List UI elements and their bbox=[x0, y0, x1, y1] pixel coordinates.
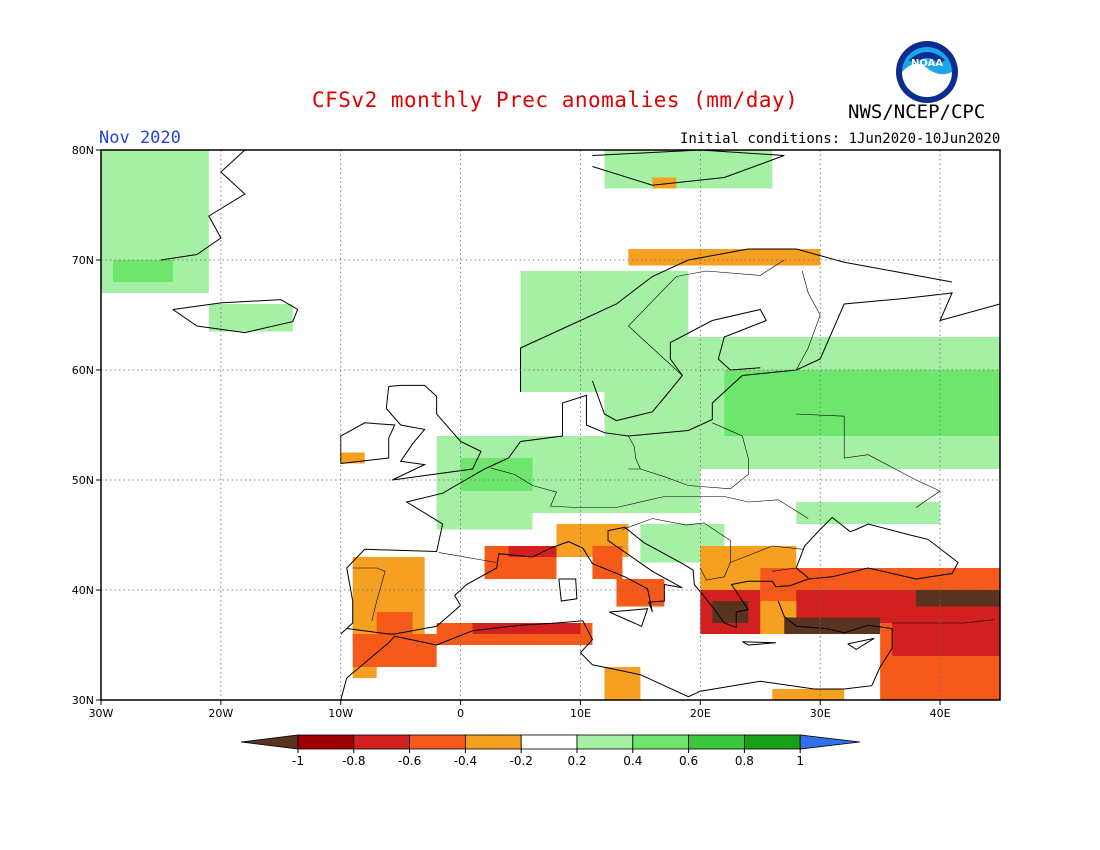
coastlines bbox=[160, 149, 1001, 701]
colorbar-swatch bbox=[353, 734, 410, 750]
lon-tick-label: 30W bbox=[89, 707, 114, 720]
anomaly-cell bbox=[436, 491, 533, 530]
colorbar-max-arrow bbox=[799, 734, 861, 750]
colorbar-label: 0.2 bbox=[567, 754, 586, 768]
country-border bbox=[730, 545, 804, 563]
noaa-logo-icon: NOAA bbox=[896, 41, 958, 103]
country-border bbox=[772, 567, 797, 572]
country-border bbox=[796, 413, 941, 508]
coastline bbox=[385, 384, 482, 481]
axis-tick-labels: 30W 20W 10W 0 10E 20E 30E 40E 80N 70N 60N 50N 40N 30N bbox=[72, 144, 951, 720]
logo-text: NOAA bbox=[911, 58, 943, 69]
colorbar-label: 0.4 bbox=[623, 754, 642, 768]
country-border bbox=[627, 259, 785, 376]
country-border bbox=[438, 552, 497, 563]
lat-tick-label: 40N bbox=[72, 584, 94, 597]
anomaly-cell bbox=[508, 546, 569, 557]
colorbar-swatch bbox=[688, 734, 745, 750]
coastline bbox=[160, 149, 246, 261]
anomaly-cell bbox=[208, 304, 293, 332]
colorbar-swatch bbox=[632, 734, 689, 750]
anomaly-cell bbox=[352, 667, 377, 678]
colorbar-label: 1 bbox=[796, 754, 804, 768]
colorbar-swatch bbox=[409, 734, 466, 750]
lon-tick-label: 20W bbox=[208, 707, 233, 720]
coastline bbox=[609, 608, 649, 627]
map-title: CFSv2 monthly Prec anomalies (mm/day) bbox=[312, 88, 799, 112]
coastline bbox=[742, 641, 776, 646]
initial-conditions: Initial conditions: 1Jun2020-10Jun2020 bbox=[680, 131, 1001, 147]
lon-tick-label: 20E bbox=[690, 707, 711, 720]
anomaly-cell bbox=[712, 601, 749, 623]
lon-tick-label: 10E bbox=[570, 707, 591, 720]
lat-tick-label: 50N bbox=[72, 474, 94, 487]
country-border bbox=[628, 422, 749, 490]
anomaly-cell bbox=[916, 590, 1000, 607]
anomaly-shading bbox=[101, 150, 1000, 700]
coastline bbox=[340, 292, 1001, 635]
anomaly-cell bbox=[340, 452, 365, 464]
anomaly-cell bbox=[112, 260, 173, 282]
lat-tick-label: 60N bbox=[72, 364, 94, 377]
coastline bbox=[172, 299, 299, 334]
anomaly-cell bbox=[796, 502, 941, 524]
coastline bbox=[847, 637, 875, 650]
coastline bbox=[520, 248, 953, 392]
lat-lon-grid bbox=[101, 150, 1000, 700]
coastline bbox=[346, 516, 959, 635]
lat-tick-label: 70N bbox=[72, 254, 94, 267]
country-border bbox=[490, 467, 533, 486]
colorbar-label: -0.6 bbox=[398, 754, 421, 768]
forecast-month: Nov 2020 bbox=[99, 128, 181, 148]
anomaly-cell bbox=[784, 617, 881, 634]
coastline bbox=[340, 422, 396, 464]
anomaly-cell bbox=[892, 623, 1000, 656]
lon-tick-label: 30E bbox=[810, 707, 831, 720]
colorbar: -1 -0.8 -0.6 -0.4 -0.2 0.2 0.4 0.6 0.8 1 bbox=[240, 734, 861, 768]
colorbar-swatch bbox=[297, 734, 355, 750]
country-border bbox=[622, 518, 731, 581]
lat-tick-label: 80N bbox=[72, 144, 94, 157]
lon-tick-label: 10W bbox=[328, 707, 353, 720]
anomaly-cell bbox=[616, 579, 665, 607]
anomaly-cell bbox=[652, 177, 677, 189]
coastline bbox=[340, 600, 893, 701]
colorbar-label: -0.4 bbox=[454, 754, 477, 768]
colorbar-label: -1 bbox=[292, 754, 304, 768]
colorbar-min-arrow bbox=[240, 734, 299, 750]
colorbar-swatch bbox=[576, 734, 634, 750]
coastline bbox=[592, 149, 785, 186]
colorbar-label: 0.8 bbox=[735, 754, 754, 768]
colorbar-label: -0.2 bbox=[509, 754, 532, 768]
country-border bbox=[795, 270, 821, 371]
country-border bbox=[532, 485, 809, 519]
map-frame bbox=[100, 149, 1001, 701]
colorbar-label: -0.8 bbox=[342, 754, 365, 768]
lon-tick-label: 0 bbox=[457, 707, 464, 720]
agency-label: NWS/NCEP/CPC bbox=[848, 101, 986, 123]
anomaly-cell bbox=[772, 689, 845, 700]
country-border bbox=[352, 567, 386, 621]
colorbar-swatch bbox=[520, 734, 578, 750]
coastline bbox=[558, 578, 578, 602]
colorbar-swatch bbox=[744, 734, 801, 750]
anomaly-cell bbox=[604, 150, 773, 189]
anomaly-cell bbox=[724, 370, 1000, 436]
country-border bbox=[892, 619, 995, 624]
anomaly-cell bbox=[472, 623, 581, 634]
coastline bbox=[591, 308, 767, 422]
colorbar-swatch bbox=[464, 734, 522, 750]
anomaly-cell bbox=[628, 249, 821, 266]
lon-tick-label: 40E bbox=[930, 707, 951, 720]
anomaly-cell bbox=[604, 667, 641, 700]
country-border bbox=[628, 435, 641, 470]
lat-tick-label: 30N bbox=[72, 694, 94, 707]
colorbar-label: 0.6 bbox=[679, 754, 698, 768]
